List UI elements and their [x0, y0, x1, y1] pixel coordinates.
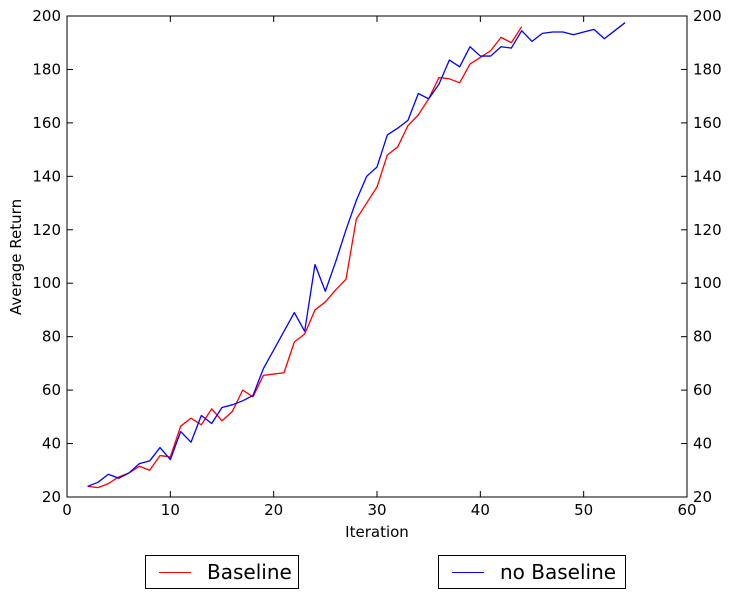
y-tick-label-left-80: 80 — [42, 328, 61, 346]
y-tick-label-left-120: 120 — [32, 221, 61, 239]
y-tick-label-right-180: 180 — [693, 60, 722, 78]
legend-swatch-baseline — [159, 571, 191, 573]
series-line-1 — [87, 22, 626, 487]
legend-entry-no-baseline: no Baseline — [438, 555, 626, 589]
plot-area — [67, 16, 687, 497]
series-line-0 — [87, 26, 523, 489]
y-tick-label-right-60: 60 — [693, 381, 712, 399]
x-tick-label-10: 10 — [161, 501, 180, 519]
x-tick-label-40: 40 — [471, 501, 490, 519]
y-tick-label-right-120: 120 — [693, 221, 722, 239]
y-tick-label-left-40: 40 — [42, 435, 61, 453]
y-tick-label-left-140: 140 — [32, 167, 61, 185]
legend-entry-baseline: Baseline — [145, 555, 299, 589]
y-tick-label-left-200: 200 — [32, 7, 61, 25]
legend-swatch-no-baseline — [452, 571, 484, 573]
legend-label-baseline: Baseline — [207, 560, 292, 584]
x-tick-label-60: 60 — [677, 501, 696, 519]
y-tick-label-left-60: 60 — [42, 381, 61, 399]
y-tick-label-left-160: 160 — [32, 114, 61, 132]
y-tick-label-right-20: 20 — [693, 488, 712, 506]
series-layer — [87, 22, 626, 489]
x-axis-title: Iteration — [345, 523, 409, 541]
x-tick-label-30: 30 — [367, 501, 386, 519]
y-tick-label-right-140: 140 — [693, 167, 722, 185]
x-tick-label-20: 20 — [264, 501, 283, 519]
y-tick-label-left-100: 100 — [32, 274, 61, 292]
legend-label-no-baseline: no Baseline — [500, 560, 617, 584]
y-axis-title: Average Return — [7, 199, 25, 315]
y-tick-label-left-20: 20 — [42, 488, 61, 506]
y-tick-label-right-40: 40 — [693, 435, 712, 453]
plot-background — [67, 16, 687, 497]
x-tick-label-0: 0 — [62, 501, 72, 519]
x-tick-label-50: 50 — [574, 501, 593, 519]
y-tick-label-left-180: 180 — [32, 60, 61, 78]
y-tick-label-right-160: 160 — [693, 114, 722, 132]
y-tick-label-right-200: 200 — [693, 7, 722, 25]
y-tick-label-right-100: 100 — [693, 274, 722, 292]
y-tick-label-right-80: 80 — [693, 328, 712, 346]
